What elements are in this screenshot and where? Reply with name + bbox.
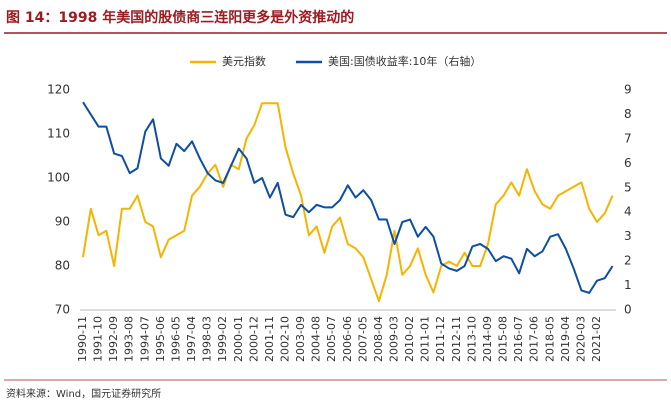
x-tick-label: 2011-01 — [419, 316, 432, 362]
x-tick-label: 2014-09 — [481, 316, 494, 362]
x-tick-label: 1992-09 — [107, 316, 120, 362]
y-tick-label: 120 — [47, 83, 70, 97]
x-tick-label: 2021-02 — [590, 316, 603, 362]
x-tick-label: 1999-02 — [216, 316, 229, 362]
y2-tick-label: 9 — [624, 83, 632, 97]
x-tick-label: 2018-05 — [543, 316, 556, 362]
y-tick-label: 80 — [55, 259, 70, 273]
x-tick-label: 2005-07 — [325, 316, 338, 362]
series-line — [82, 101, 614, 294]
y-tick-label: 90 — [55, 215, 70, 229]
x-tick-label: 2000-01 — [232, 316, 245, 362]
x-tick-label: 2007-05 — [356, 316, 369, 362]
x-tick-label: 2017-06 — [528, 316, 541, 362]
legend-label: 美国:国债收益率:10年（右轴） — [328, 54, 481, 68]
y-tick-label: 70 — [55, 303, 70, 317]
y2-tick-label: 8 — [624, 107, 632, 121]
source-note: 资料来源：Wind，国元证券研究所 — [6, 387, 161, 400]
x-tick-label: 2013-10 — [465, 316, 478, 362]
chart-title: 图 14：1998 年美国的股债商三连阳更多是外资推动的 — [6, 9, 354, 26]
y2-tick-label: 4 — [624, 205, 632, 219]
x-tick-label: 2019-04 — [559, 316, 572, 362]
y2-tick-label: 6 — [624, 156, 632, 170]
y2-tick-label: 0 — [624, 303, 632, 317]
x-tick-label: 2008-04 — [372, 316, 385, 362]
series-line — [82, 102, 614, 303]
x-tick-label: 1991-10 — [92, 316, 105, 362]
x-tick-label: 2004-08 — [310, 316, 323, 362]
x-tick-label: 2000-12 — [247, 316, 260, 362]
y2-tick-label: 3 — [624, 229, 632, 243]
x-tick-label: 2016-07 — [512, 316, 525, 362]
x-tick-label: 2012-11 — [450, 316, 463, 362]
legend-label: 美元指数 — [222, 54, 266, 68]
x-tick-label: 2011-12 — [434, 316, 447, 362]
x-tick-label: 1990-11 — [76, 316, 89, 362]
y2-tick-label: 2 — [624, 254, 632, 268]
y2-tick-label: 7 — [624, 131, 632, 145]
y2-tick-label: 5 — [624, 180, 632, 194]
x-tick-label: 2003-09 — [294, 316, 307, 362]
x-tick-label: 1994-07 — [138, 316, 151, 362]
y-tick-label: 100 — [47, 171, 70, 185]
y2-tick-label: 1 — [624, 278, 632, 292]
x-tick-label: 1997-04 — [185, 316, 198, 362]
x-tick-label: 2010-02 — [403, 316, 416, 362]
x-tick-label: 1998-03 — [201, 316, 214, 362]
x-tick-label: 2006-06 — [341, 316, 354, 362]
y-tick-label: 110 — [47, 127, 70, 141]
x-tick-label: 1996-05 — [169, 316, 182, 362]
x-tick-label: 2020-03 — [574, 316, 587, 362]
x-tick-label: 2001-11 — [263, 316, 276, 362]
x-tick-label: 1993-08 — [123, 316, 136, 362]
x-tick-label: 2009-03 — [388, 316, 401, 362]
x-tick-label: 2015-08 — [497, 316, 510, 362]
x-tick-label: 2002-10 — [278, 316, 291, 362]
x-tick-label: 1995-06 — [154, 316, 167, 362]
